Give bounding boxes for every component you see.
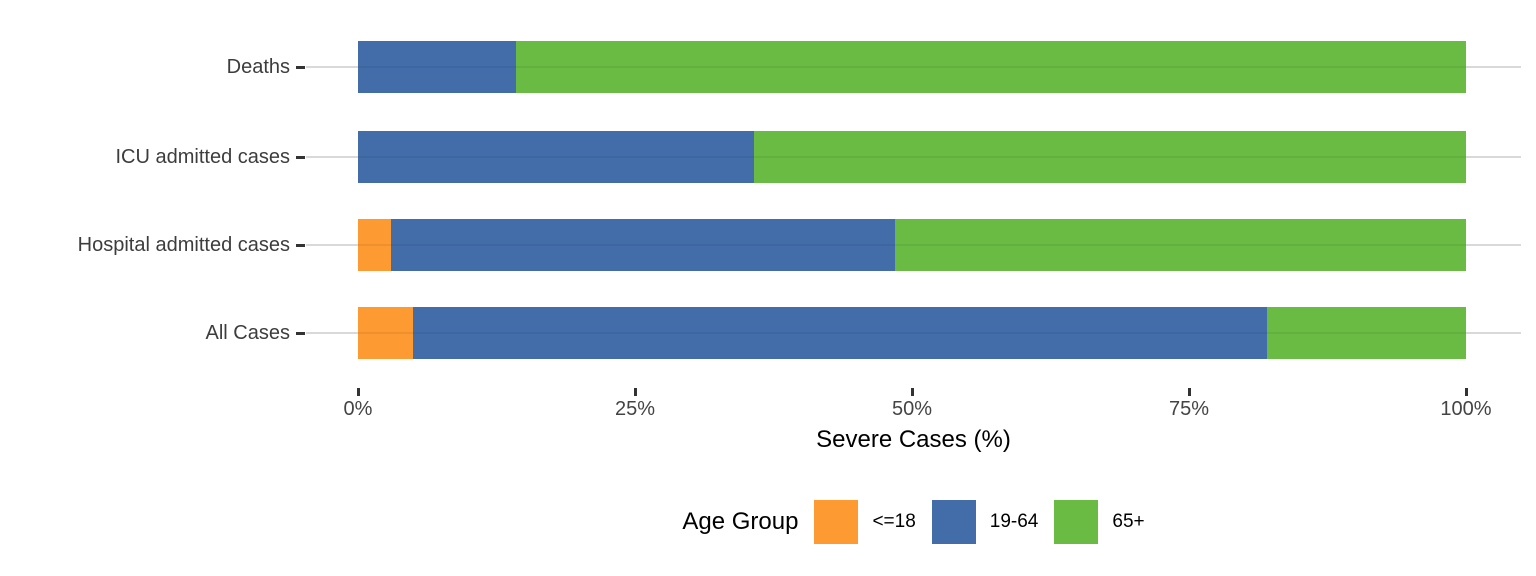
bar-segment-19-64	[358, 41, 517, 93]
y-axis-label: ICU admitted cases	[115, 146, 290, 168]
x-tick-mark	[911, 388, 914, 396]
bar-segment-19-64	[413, 307, 1267, 359]
legend-swatch	[1054, 500, 1099, 544]
y-tick-mark	[296, 156, 305, 159]
x-tick-label: 50%	[891, 398, 933, 420]
x-tick-mark	[1188, 388, 1191, 396]
y-axis-label: All Cases	[205, 322, 290, 344]
y-axis-label: Deaths	[226, 56, 290, 78]
bar-segment--18	[358, 219, 392, 271]
bar-midline	[358, 332, 1466, 334]
legend-item-19-64: 19-64	[931, 500, 1039, 544]
legend-label: <=18	[872, 511, 916, 532]
bar-hospital-admitted-cases	[358, 219, 1466, 271]
x-tick-mark	[634, 388, 637, 396]
bar-segment-19-64	[391, 219, 896, 271]
legend-label: 65+	[1112, 511, 1145, 532]
y-tick-mark	[296, 332, 305, 335]
bar-midline	[358, 156, 1466, 158]
x-tick-label: 25%	[614, 398, 656, 420]
bar-midline	[358, 66, 1466, 68]
bar-segment--18	[358, 307, 414, 359]
x-tick-mark	[1465, 388, 1468, 396]
x-tick-label: 100%	[1440, 398, 1492, 420]
y-tick-mark	[296, 66, 305, 69]
bar-segment-65-	[516, 41, 1466, 93]
legend-swatch	[931, 500, 976, 544]
legend-item-65-: 65+	[1054, 500, 1145, 544]
legend-swatch	[814, 500, 859, 544]
legend: Age Group <=18 19-64 65+	[306, 496, 1521, 548]
y-tick-mark	[296, 244, 305, 247]
bar-segment-65-	[753, 131, 1466, 183]
x-tick-mark	[357, 388, 360, 396]
bar-icu-admitted-cases	[358, 131, 1466, 183]
bar-segment-65-	[895, 219, 1466, 271]
bar-all-cases	[358, 307, 1466, 359]
legend-label: 19-64	[989, 511, 1039, 532]
bar-midline	[358, 244, 1466, 246]
legend-title: Age Group	[682, 508, 799, 535]
bar-segment-65-	[1266, 307, 1466, 359]
legend-item--18: <=18	[814, 500, 916, 544]
plot-panel	[306, 14, 1521, 380]
bar-segment-19-64	[358, 131, 754, 183]
bar-deaths	[358, 41, 1466, 93]
x-axis-title: Severe Cases (%)	[816, 426, 1011, 453]
x-tick-label: 0%	[343, 398, 373, 420]
x-tick-label: 75%	[1168, 398, 1210, 420]
y-axis-label: Hospital admitted cases	[77, 234, 290, 256]
